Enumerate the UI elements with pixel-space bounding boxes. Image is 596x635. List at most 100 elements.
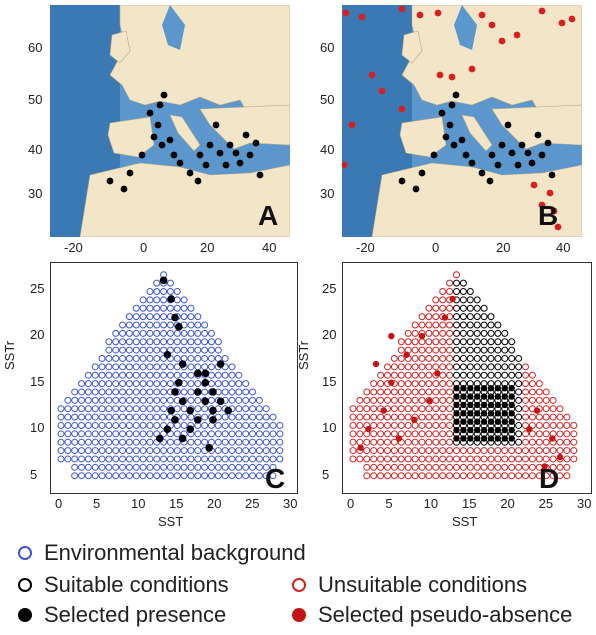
grid-point bbox=[501, 455, 509, 463]
open-blue-circle-icon bbox=[18, 546, 32, 560]
background-point bbox=[214, 455, 222, 463]
background-point bbox=[132, 329, 140, 337]
background-point bbox=[71, 396, 79, 404]
background-point bbox=[201, 329, 209, 337]
grid-point bbox=[556, 447, 564, 455]
plot-d-y-tick: 10 bbox=[322, 420, 337, 436]
background-point bbox=[119, 455, 127, 463]
pseudo-absence-point bbox=[398, 5, 406, 13]
grid-point bbox=[425, 313, 433, 321]
grid-point bbox=[508, 363, 516, 371]
grid-point bbox=[542, 472, 550, 480]
background-point bbox=[139, 304, 147, 312]
background-point bbox=[125, 388, 133, 396]
background-point bbox=[139, 338, 147, 346]
north-sea bbox=[454, 5, 477, 50]
background-point bbox=[132, 472, 140, 480]
background-point bbox=[84, 396, 92, 404]
background-point bbox=[146, 472, 154, 480]
grid-point bbox=[501, 354, 509, 362]
grid-point bbox=[473, 296, 481, 304]
background-point bbox=[146, 455, 154, 463]
grid-point bbox=[515, 405, 523, 413]
background-point bbox=[166, 371, 174, 379]
grid-point bbox=[384, 447, 391, 455]
background-point bbox=[112, 472, 120, 480]
grid-point bbox=[349, 438, 357, 446]
background-point bbox=[235, 430, 243, 438]
presence-point bbox=[501, 393, 508, 400]
background-point bbox=[269, 472, 277, 480]
background-point bbox=[98, 430, 106, 438]
background-point bbox=[153, 380, 161, 388]
grid-point bbox=[501, 338, 509, 346]
grid-point bbox=[411, 338, 419, 346]
background-point bbox=[91, 447, 99, 455]
background-point bbox=[276, 438, 284, 446]
presence-point bbox=[474, 435, 481, 442]
presence-point bbox=[467, 435, 474, 442]
grid-point bbox=[370, 438, 378, 446]
background-point bbox=[194, 438, 202, 446]
grid-point bbox=[439, 430, 447, 438]
presence-point bbox=[163, 425, 172, 433]
grid-point bbox=[432, 321, 440, 329]
panel-letter-a: A bbox=[258, 200, 279, 231]
grid-point bbox=[390, 472, 398, 480]
background-point bbox=[98, 380, 106, 388]
grid-point bbox=[384, 388, 391, 396]
background-point bbox=[139, 455, 147, 463]
presence-point bbox=[460, 410, 467, 417]
background-point bbox=[166, 472, 174, 480]
background-point bbox=[194, 430, 202, 438]
background-point bbox=[153, 279, 161, 287]
background-point bbox=[64, 455, 72, 463]
presence-point bbox=[480, 385, 488, 392]
grid-point bbox=[542, 455, 550, 463]
grid-point bbox=[439, 421, 447, 429]
map-b-graphic bbox=[342, 5, 582, 237]
background-point bbox=[105, 413, 113, 421]
background-point bbox=[249, 438, 257, 446]
presence-point bbox=[480, 418, 488, 425]
background-point bbox=[139, 413, 147, 421]
grid-point bbox=[397, 338, 405, 346]
grid-point bbox=[418, 380, 426, 388]
presence-point bbox=[487, 393, 495, 400]
grid-point bbox=[570, 430, 578, 438]
grid-point bbox=[453, 329, 460, 337]
map-a-lat-tick: 40 bbox=[28, 142, 43, 157]
grid-point bbox=[501, 329, 509, 337]
background-point bbox=[262, 413, 270, 421]
background-point bbox=[276, 421, 284, 429]
presence-point bbox=[156, 434, 164, 443]
background-point bbox=[78, 388, 86, 396]
pseudo-absence-point bbox=[342, 9, 350, 17]
background-point bbox=[180, 329, 188, 337]
presence-point bbox=[453, 410, 460, 417]
background-point bbox=[125, 329, 133, 337]
grid-point bbox=[528, 413, 536, 421]
grid-point bbox=[473, 371, 481, 379]
presence-point bbox=[468, 159, 476, 167]
pseudo-absence-point bbox=[426, 398, 433, 405]
grid-point bbox=[377, 472, 385, 480]
presence-point bbox=[453, 401, 460, 409]
background-point bbox=[139, 438, 147, 446]
background-point bbox=[249, 396, 257, 404]
background-point bbox=[242, 463, 250, 471]
grid-point bbox=[453, 371, 460, 379]
background-point bbox=[187, 380, 195, 388]
grid-point bbox=[418, 338, 426, 346]
grid-point bbox=[459, 346, 467, 354]
grid-point bbox=[446, 380, 454, 388]
background-point bbox=[153, 455, 161, 463]
grid-point bbox=[363, 396, 371, 404]
grid-point bbox=[453, 271, 460, 279]
background-point bbox=[228, 430, 236, 438]
grid-point bbox=[432, 388, 440, 396]
grid-point bbox=[425, 338, 433, 346]
grid-point bbox=[397, 455, 405, 463]
grid-point bbox=[473, 455, 481, 463]
background-point bbox=[132, 321, 140, 329]
